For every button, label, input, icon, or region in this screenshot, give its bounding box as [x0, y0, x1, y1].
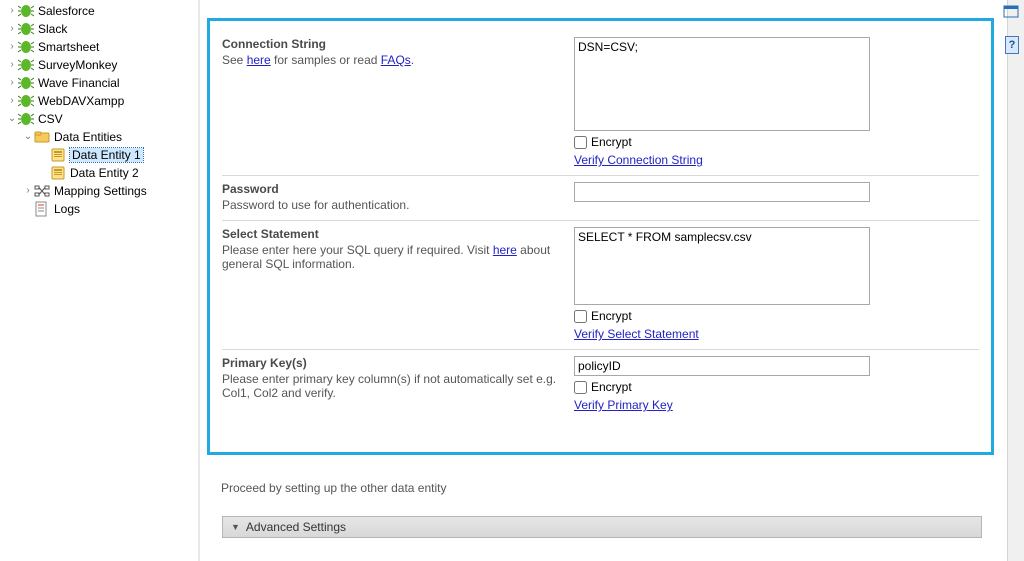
tree-item-label: Data Entity 1 — [70, 148, 143, 162]
tree-item-label: Smartsheet — [38, 40, 99, 54]
tree-item-slack[interactable]: › Slack — [0, 20, 198, 38]
verify-connection-string-link[interactable]: Verify Connection String — [574, 153, 979, 167]
section-primary-key: Primary Key(s) Please enter primary key … — [222, 350, 979, 420]
connector-icon — [18, 57, 34, 73]
tree-item-surveymonkey[interactable]: › SurveyMonkey — [0, 56, 198, 74]
connection-string-input[interactable] — [574, 37, 870, 131]
entity-icon — [50, 165, 66, 181]
section-password: Password Password to use for authenticat… — [222, 176, 979, 221]
tree-item-label: WebDAVXampp — [38, 94, 124, 108]
connection-string-encrypt-label: Encrypt — [591, 135, 632, 149]
tree-item-salesforce[interactable]: › Salesforce — [0, 2, 198, 20]
connection-string-title: Connection String — [222, 37, 562, 51]
tree-panel: › Salesforce › Slack › Smartsheet › SurveyMonke… — [0, 0, 200, 561]
primary-key-encrypt-label: Encrypt — [591, 380, 632, 394]
highlighted-form-region: Connection String See here for samples o… — [207, 18, 994, 455]
verify-select-statement-link[interactable]: Verify Select Statement — [574, 327, 979, 341]
connection-string-encrypt-row[interactable]: Encrypt — [574, 135, 979, 149]
expand-collapse-icon[interactable]: › — [6, 96, 18, 106]
samples-here-link[interactable]: here — [247, 53, 271, 67]
proceed-text: Proceed by setting up the other data ent… — [207, 463, 994, 505]
expand-collapse-icon[interactable]: › — [6, 60, 18, 70]
tree-item-data-entity-1[interactable]: Data Entity 1 — [0, 146, 198, 164]
section-select-statement: Select Statement Please enter here your … — [222, 221, 979, 350]
tree-item-smartsheet[interactable]: › Smartsheet — [0, 38, 198, 56]
select-statement-encrypt-checkbox[interactable] — [574, 310, 587, 323]
expand-collapse-icon[interactable]: › — [22, 186, 34, 196]
expand-collapse-icon[interactable]: › — [6, 24, 18, 34]
expand-collapse-icon[interactable]: › — [6, 42, 18, 52]
connector-icon — [18, 3, 34, 19]
expand-collapse-icon[interactable]: › — [6, 78, 18, 88]
tree-item-label: Mapping Settings — [54, 184, 147, 198]
tree-item-label: Wave Financial — [38, 76, 120, 90]
expand-collapse-icon[interactable]: › — [6, 6, 18, 16]
tree-item-data-entity-2[interactable]: Data Entity 2 — [0, 164, 198, 182]
tree-item-label: Logs — [54, 202, 80, 216]
connector-icon — [18, 111, 34, 127]
folder-icon — [34, 129, 50, 145]
password-desc: Password to use for authentication. — [222, 198, 562, 212]
help-icon[interactable]: ? — [1005, 36, 1019, 54]
mapping-icon — [34, 183, 50, 199]
logs-icon — [34, 201, 50, 217]
faqs-link[interactable]: FAQs — [381, 53, 411, 67]
tree-item-mapping-settings[interactable]: › Mapping Settings — [0, 182, 198, 200]
password-input[interactable] — [574, 182, 870, 202]
entity-icon — [50, 147, 66, 163]
connector-icon — [18, 93, 34, 109]
connection-string-encrypt-checkbox[interactable] — [574, 136, 587, 149]
expand-collapse-icon[interactable]: ⌄ — [22, 132, 34, 142]
select-statement-encrypt-label: Encrypt — [591, 309, 632, 323]
advanced-settings-toggle[interactable]: ▼ Advanced Settings — [222, 516, 982, 538]
select-statement-input[interactable] — [574, 227, 870, 305]
connector-icon — [18, 21, 34, 37]
expand-collapse-icon[interactable]: ⌄ — [6, 114, 18, 124]
select-statement-encrypt-row[interactable]: Encrypt — [574, 309, 979, 323]
main-panel: Connection String See here for samples o… — [200, 0, 1024, 561]
tree-item-wave-financial[interactable]: › Wave Financial — [0, 74, 198, 92]
vertical-scrollbar[interactable] — [1007, 0, 1024, 561]
tree-item-label: Data Entities — [54, 130, 122, 144]
tree-item-label: Salesforce — [38, 4, 95, 18]
connection-string-desc: See here for samples or read FAQs. — [222, 53, 562, 67]
tree-item-csv[interactable]: ⌄ CSV — [0, 110, 198, 128]
select-statement-title: Select Statement — [222, 227, 562, 241]
connector-icon — [18, 75, 34, 91]
section-connection-string: Connection String See here for samples o… — [222, 31, 979, 176]
connector-icon — [18, 39, 34, 55]
window-layout-icon[interactable] — [1003, 4, 1019, 20]
tree-item-label: CSV — [38, 112, 63, 126]
tree-item-webdavxampp[interactable]: › WebDAVXampp — [0, 92, 198, 110]
tree-item-logs[interactable]: Logs — [0, 200, 198, 218]
tree-item-data-entities[interactable]: ⌄ Data Entities — [0, 128, 198, 146]
verify-primary-key-link[interactable]: Verify Primary Key — [574, 398, 979, 412]
primary-key-title: Primary Key(s) — [222, 356, 562, 370]
chevron-down-icon: ▼ — [231, 522, 240, 532]
sql-info-here-link[interactable]: here — [493, 243, 517, 257]
tree-item-label: Slack — [38, 22, 67, 36]
primary-key-desc: Please enter primary key column(s) if no… — [222, 372, 562, 400]
tree-item-label: Data Entity 2 — [70, 166, 139, 180]
primary-key-encrypt-checkbox[interactable] — [574, 381, 587, 394]
primary-key-encrypt-row[interactable]: Encrypt — [574, 380, 979, 394]
advanced-settings-label: Advanced Settings — [246, 520, 346, 534]
primary-key-input[interactable] — [574, 356, 870, 376]
tree-item-label: SurveyMonkey — [38, 58, 117, 72]
password-title: Password — [222, 182, 562, 196]
select-statement-desc: Please enter here your SQL query if requ… — [222, 243, 562, 271]
